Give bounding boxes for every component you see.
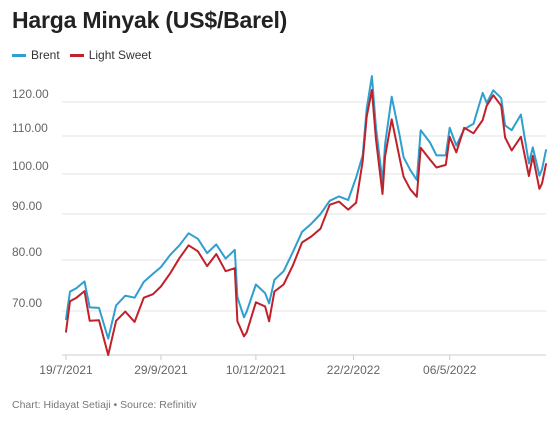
legend-swatch-light-sweet: [69, 53, 84, 57]
chart-credit: Chart: Hidayat Setiaji • Source: Refinit…: [12, 399, 197, 411]
y-tick-label: 80.00: [12, 245, 42, 259]
x-tick-label: 19/7/2021: [39, 363, 93, 377]
y-tick-label: 110.00: [12, 121, 48, 135]
legend-item-light-sweet[interactable]: Light Sweet: [69, 48, 152, 62]
series-line-light-sweet[interactable]: [65, 89, 547, 356]
chart-title: Harga Minyak (US$/Barel): [12, 7, 288, 33]
x-tick-label: 29/9/2021: [134, 363, 188, 377]
legend-label-brent: Brent: [31, 48, 60, 62]
chart-legend: Brent Light Sweet: [12, 48, 161, 62]
x-tick-label: 22/2/2022: [327, 363, 381, 377]
legend-item-brent[interactable]: Brent: [12, 48, 60, 62]
y-tick-label: 120.00: [12, 87, 49, 101]
y-tick-label: 90.00: [12, 199, 42, 213]
legend-swatch-brent: [12, 53, 26, 57]
x-tick-label: 06/5/2022: [423, 363, 477, 377]
y-tick-label: 100.00: [12, 159, 49, 173]
series-line-brent[interactable]: [65, 75, 547, 340]
y-tick-label: 70.00: [12, 296, 42, 310]
legend-label-light-sweet: Light Sweet: [88, 48, 152, 62]
x-tick-label: 10/12/2021: [226, 363, 286, 377]
